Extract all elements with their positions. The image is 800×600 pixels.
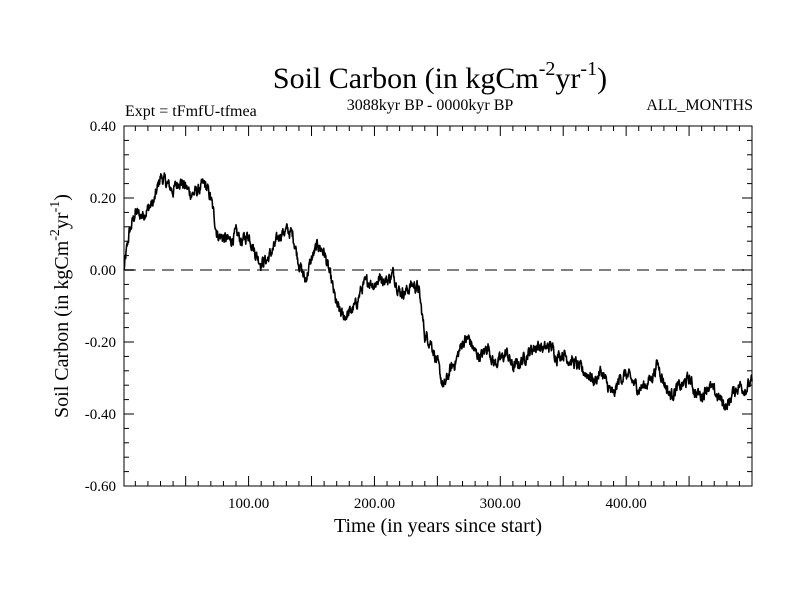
months-label: ALL_MONTHS — [646, 97, 753, 114]
expt-label: Expt = tFmfU-tfmea — [125, 103, 257, 120]
y-axis-ticks: 0.40 0.20 0.00 -0.20 -0.40 -0.60 — [85, 119, 752, 495]
series-line — [123, 172, 753, 411]
plot-frame — [123, 125, 753, 487]
series-group — [123, 172, 753, 411]
x-axis-label: Time (in years since start) — [334, 515, 542, 537]
y-tick-label: 0.20 — [90, 191, 116, 207]
x-tick-label: 400.00 — [606, 496, 647, 512]
x-tick-label: 100.00 — [228, 496, 269, 512]
x-axis-ticks: 100.00 200.00 300.00 400.00 — [134, 126, 753, 512]
y-tick-label: -0.40 — [85, 407, 116, 423]
y-tick-label: 0.00 — [90, 263, 116, 279]
y-tick-label: -0.60 — [85, 479, 116, 495]
chart-title: Soil Carbon (in kgCm-2yr-1) — [273, 58, 607, 95]
y-axis-label: Soil Carbon (in kgCm-2yr-1) — [48, 194, 73, 418]
y-tick-label: 0.40 — [90, 119, 116, 135]
x-tick-label: 300.00 — [480, 496, 521, 512]
period-label: 3088kyr BP - 0000kyr BP — [347, 97, 514, 114]
x-tick-label: 200.00 — [354, 496, 395, 512]
y-tick-label: -0.20 — [85, 335, 116, 351]
